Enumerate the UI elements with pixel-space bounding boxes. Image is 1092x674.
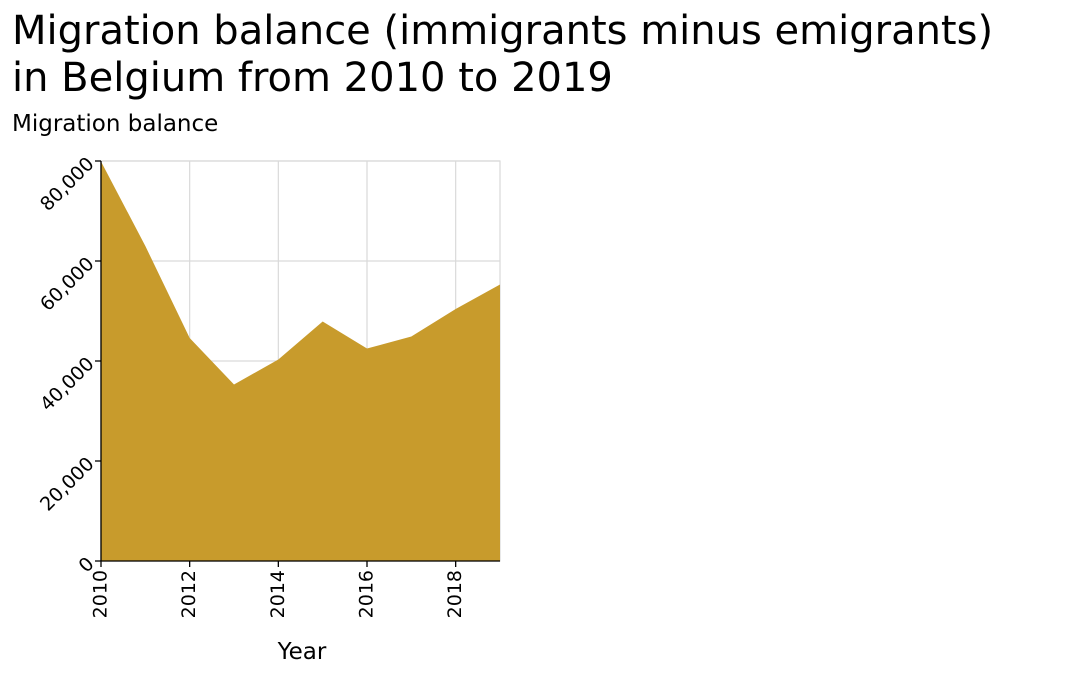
y-tick-label: 80,000: [36, 153, 99, 216]
x-tick-label: 2018: [444, 570, 466, 618]
y-tick-label: 60,000: [36, 253, 99, 316]
area-series: [101, 161, 500, 561]
y-tick-label: 40,000: [36, 353, 99, 416]
x-tick-label: 2016: [356, 570, 378, 618]
chart-title-line-1: Migration balance (immigrants minus emig…: [12, 8, 994, 54]
x-tick-label: 2010: [90, 570, 112, 618]
y-tick-label: 20,000: [36, 453, 99, 516]
chart-title-line-2: in Belgium from 2010 to 2019: [12, 55, 613, 101]
x-axis-tick-labels: 2010 2012 2014 2016 2018: [90, 570, 467, 618]
x-tick-label: 2012: [178, 570, 200, 618]
y-axis-title: Migration balance: [12, 111, 219, 137]
chart-title: Migration balance (immigrants minus emig…: [12, 8, 993, 102]
x-tick-label: 2014: [267, 570, 289, 618]
area-fill: [101, 161, 500, 561]
x-axis-title: Year: [277, 639, 327, 665]
axes: [95, 160, 500, 567]
